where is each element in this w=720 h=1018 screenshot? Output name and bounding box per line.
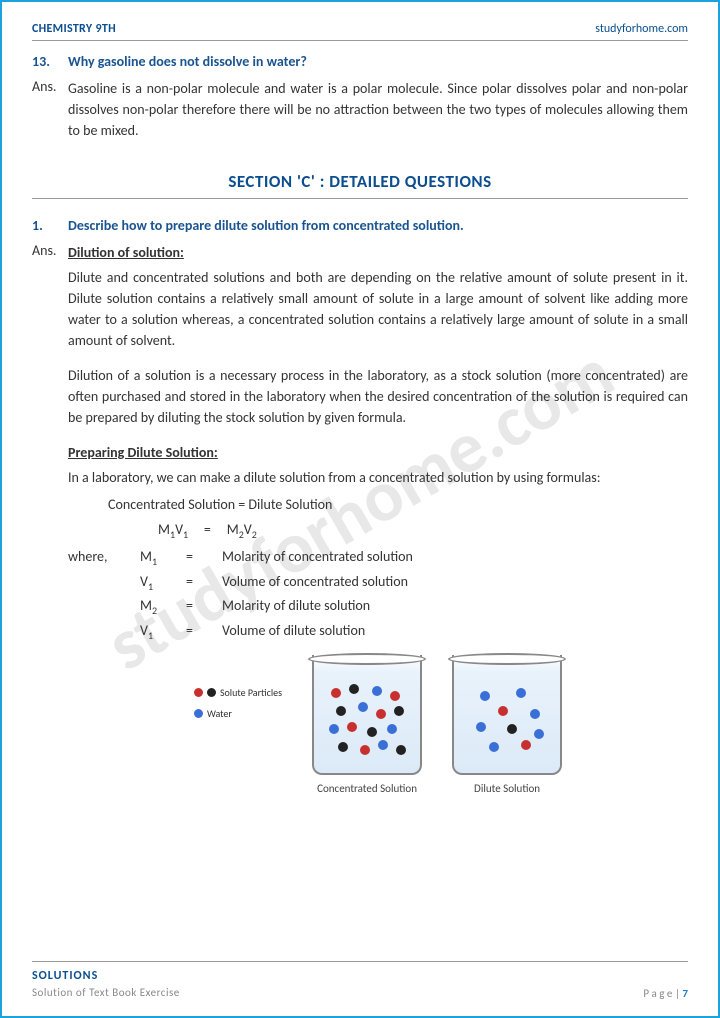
- question-text: Describe how to prepare dilute solution …: [68, 217, 464, 234]
- section-c-title: SECTION 'C' : DETAILED QUESTIONS: [32, 171, 688, 199]
- footer-title: SOLUTIONS: [32, 968, 180, 985]
- def-var: M2: [140, 595, 186, 618]
- formula-text: Concentrated Solution = Dilute Solution: [108, 494, 688, 515]
- def-row: V1 = Volume of concentrated solution: [68, 571, 688, 594]
- beaker-icon: [312, 655, 422, 775]
- legend-water: Water: [194, 706, 282, 721]
- header-subject: CHEMISTRY 9TH: [32, 22, 116, 36]
- variable-definitions: where, M1 = Molarity of concentrated sol…: [68, 546, 688, 643]
- legend-solute: Solute Particles: [194, 685, 282, 700]
- header-site: studyforhome.com: [595, 22, 688, 36]
- answer-body: Dilution of solution: Dilute and concent…: [68, 242, 688, 797]
- red-dot-icon: [194, 688, 203, 697]
- beaker-label: Dilute Solution: [474, 781, 540, 798]
- content: CHEMISTRY 9TH studyforhome.com 13. Why g…: [32, 22, 688, 797]
- footer-page: P a g e | 7: [643, 987, 688, 1000]
- footer-subtitle: Solution of Text Book Exercise: [32, 985, 180, 1000]
- footer-left: SOLUTIONS Solution of Text Book Exercise: [32, 968, 180, 1000]
- answer-1: Ans. Dilution of solution: Dilute and co…: [32, 242, 688, 797]
- paragraph: Dilute and concentrated solutions and bo…: [68, 267, 688, 351]
- question-number: 13.: [32, 53, 68, 70]
- answer-13: Ans. Gasoline is a non-polar molecule an…: [32, 78, 688, 141]
- question-number: 1.: [32, 217, 68, 234]
- question-text: Why gasoline does not dissolve in water?: [68, 53, 307, 70]
- def-desc: Molarity of concentrated solution: [222, 546, 413, 569]
- answer-label: Ans.: [32, 242, 68, 797]
- page-header: CHEMISTRY 9TH studyforhome.com: [32, 22, 688, 41]
- page-footer: SOLUTIONS Solution of Text Book Exercise…: [32, 961, 688, 1000]
- def-desc: Molarity of dilute solution: [222, 595, 370, 618]
- blue-dot-icon: [194, 709, 203, 718]
- paragraph: Dilution of a solution is a necessary pr…: [68, 365, 688, 428]
- beaker-concentrated: Concentrated Solution: [312, 655, 422, 798]
- question-13: 13. Why gasoline does not dissolve in wa…: [32, 53, 688, 70]
- paragraph: In a laboratory, we can make a dilute so…: [68, 467, 688, 488]
- subheading-preparing: Preparing Dilute Solution:: [68, 442, 688, 463]
- def-row: M2 = Molarity of dilute solution: [68, 595, 688, 618]
- question-1: 1. Describe how to prepare dilute soluti…: [32, 217, 688, 234]
- answer-label: Ans.: [32, 78, 68, 141]
- def-desc: Volume of dilute solution: [222, 620, 365, 643]
- beaker-label: Concentrated Solution: [317, 781, 417, 798]
- def-desc: Volume of concentrated solution: [222, 571, 408, 594]
- beaker-icon: [452, 655, 562, 775]
- answer-body: Gasoline is a non-polar molecule and wat…: [68, 78, 688, 141]
- def-var: M1: [140, 546, 186, 569]
- def-row: V1 = Volume of dilute solution: [68, 620, 688, 643]
- legend: Solute Particles Water: [194, 685, 282, 721]
- beaker-dilute: Dilute Solution: [452, 655, 562, 798]
- black-dot-icon: [207, 688, 216, 697]
- page: studyforhome.com CHEMISTRY 9TH studyforh…: [0, 0, 720, 1018]
- def-row: where, M1 = Molarity of concentrated sol…: [68, 546, 688, 569]
- subheading-dilution: Dilution of solution:: [68, 242, 688, 263]
- formula-equation: M1V1 = M2V2: [158, 519, 688, 542]
- where-label: where,: [68, 546, 140, 569]
- beaker-diagram: Solute Particles Water: [68, 655, 688, 798]
- def-var: V1: [140, 620, 186, 643]
- def-var: V1: [140, 571, 186, 594]
